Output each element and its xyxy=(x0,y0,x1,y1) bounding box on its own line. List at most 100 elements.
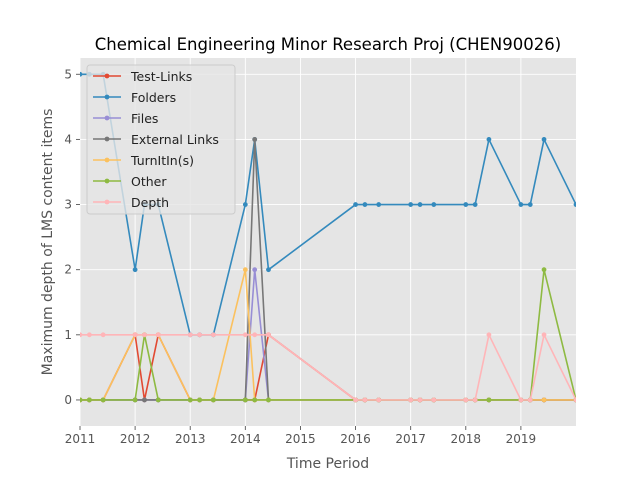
data-point xyxy=(252,397,258,403)
legend-swatch-marker xyxy=(104,73,110,79)
data-point xyxy=(266,332,271,338)
data-point xyxy=(573,397,576,403)
data-point xyxy=(142,397,147,403)
legend-swatch-marker xyxy=(104,178,110,184)
x-axis-label: Time Period xyxy=(286,456,369,472)
data-point xyxy=(486,397,492,403)
legend-label: Folders xyxy=(131,90,176,105)
data-point xyxy=(472,397,478,403)
y-tick-label: 2 xyxy=(64,263,72,277)
data-point xyxy=(187,397,193,403)
data-point xyxy=(132,397,138,403)
x-tick-label: 2014 xyxy=(230,432,261,446)
x-tick-label: 2012 xyxy=(120,432,151,446)
data-point xyxy=(376,202,382,207)
data-point xyxy=(252,332,258,338)
data-point xyxy=(362,202,368,207)
data-point xyxy=(197,397,202,403)
legend-label: Depth xyxy=(131,195,169,210)
x-tick-label: 2011 xyxy=(65,432,96,446)
data-point xyxy=(252,137,258,142)
data-point xyxy=(252,267,258,273)
legend-swatch-marker xyxy=(104,199,110,205)
data-point xyxy=(242,332,248,338)
data-point xyxy=(486,137,492,142)
data-point xyxy=(431,202,437,207)
y-tick-label: 3 xyxy=(64,198,72,212)
data-point xyxy=(527,397,533,403)
data-point xyxy=(155,397,161,403)
data-point xyxy=(408,202,414,207)
x-axis-ticks: 2011 2012 2013 2014 2015 2016 2017 2018 2019 xyxy=(65,426,536,446)
data-point xyxy=(80,71,83,77)
data-point xyxy=(80,332,83,338)
data-point xyxy=(518,397,524,403)
data-point xyxy=(463,397,469,403)
data-point xyxy=(417,397,423,403)
series-depth xyxy=(80,332,576,403)
x-tick-label: 2019 xyxy=(506,432,537,446)
data-point xyxy=(408,397,414,403)
legend-swatch-marker xyxy=(104,157,110,163)
data-point xyxy=(80,397,83,403)
data-point xyxy=(210,332,216,338)
y-axis-ticks: 0 1 2 3 4 5 xyxy=(64,67,80,407)
data-point xyxy=(518,202,524,207)
data-point xyxy=(86,332,92,338)
x-tick-label: 2016 xyxy=(340,432,371,446)
data-point xyxy=(210,397,216,403)
series-layer xyxy=(80,71,576,403)
data-point xyxy=(486,332,492,338)
x-tick-label: 2017 xyxy=(395,432,426,446)
data-point xyxy=(187,332,193,338)
data-point xyxy=(417,202,423,207)
data-point xyxy=(100,332,106,338)
data-point xyxy=(541,332,547,338)
legend-swatch-marker xyxy=(104,115,110,121)
data-point xyxy=(376,397,382,403)
data-point xyxy=(242,397,248,403)
chart-title: Chemical Engineering Minor Research Proj… xyxy=(95,35,561,54)
data-point xyxy=(431,397,437,403)
legend-box xyxy=(86,64,236,215)
data-point xyxy=(463,202,469,207)
data-point xyxy=(197,332,202,338)
data-point xyxy=(132,332,138,338)
data-point xyxy=(266,267,271,273)
data-point xyxy=(472,202,478,207)
legend-label: Other xyxy=(131,174,167,189)
x-tick-label: 2018 xyxy=(451,432,482,446)
data-point xyxy=(242,267,248,273)
data-point xyxy=(242,202,248,207)
data-point xyxy=(527,202,533,207)
data-point xyxy=(155,332,161,338)
y-tick-label: 4 xyxy=(64,132,72,146)
data-point xyxy=(86,397,92,403)
data-point xyxy=(100,397,106,403)
data-point xyxy=(142,332,147,338)
data-point xyxy=(573,202,576,207)
y-tick-label: 1 xyxy=(64,328,72,342)
legend: Test-Links Folders Files External Links Turn… xyxy=(86,64,236,215)
legend-label: External Links xyxy=(131,132,219,147)
data-point xyxy=(362,397,368,403)
legend-label: Files xyxy=(131,111,158,126)
data-point xyxy=(541,397,547,403)
data-point xyxy=(541,267,547,273)
legend-swatch-marker xyxy=(104,136,110,142)
legend-label: TurnItIn(s) xyxy=(130,153,194,168)
data-point xyxy=(541,137,547,142)
data-point xyxy=(266,397,271,403)
y-axis-label: Maximum depth of LMS content items xyxy=(40,109,56,376)
x-tick-label: 2015 xyxy=(285,432,316,446)
data-point xyxy=(353,202,358,207)
x-tick-label: 2013 xyxy=(175,432,206,446)
y-tick-label: 0 xyxy=(64,393,72,407)
data-point xyxy=(353,397,358,403)
y-tick-label: 5 xyxy=(64,67,72,81)
data-point xyxy=(132,267,138,273)
legend-label: Test-Links xyxy=(130,69,192,84)
legend-swatch-marker xyxy=(104,94,110,100)
